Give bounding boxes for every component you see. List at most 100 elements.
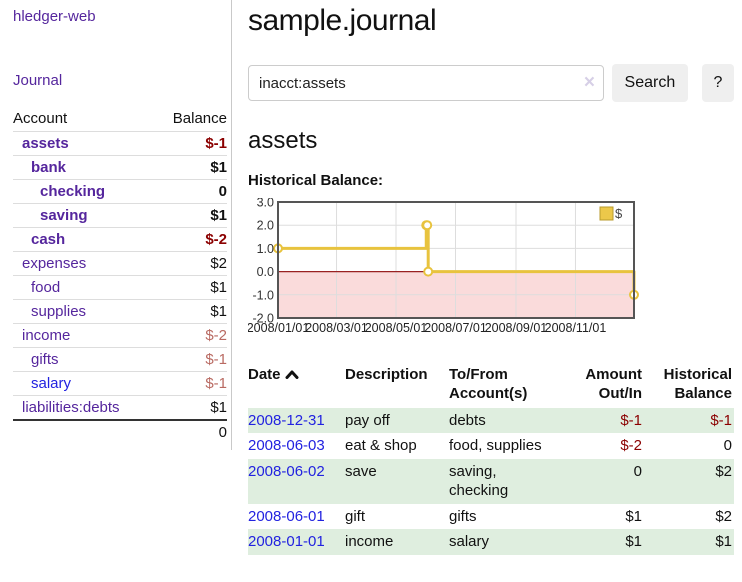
account-row: expenses $2 (13, 251, 227, 276)
transaction-balance: $1 (644, 529, 734, 555)
accounts-table: Account Balance assets $-1 bank $1 checking 0… (13, 107, 227, 444)
balance-chart-svg: $3.0 2.0 1.0 0.0 -1.0 -2.02008/01/012008/03/0… (247, 196, 639, 335)
x-axis-tick-label: 2008/05/01 (365, 321, 428, 335)
transaction-date-link[interactable]: 2008-12-31 (248, 411, 325, 429)
transaction-amount: $-1 (571, 407, 644, 433)
transaction-accounts: salary (449, 529, 571, 555)
account-section-title: assets (248, 127, 318, 154)
register-row: 2008-12-31 pay off debts $-1 $-1 (248, 407, 734, 433)
page-title: sample.journal (248, 4, 437, 37)
account-link-bank[interactable]: bank (31, 159, 67, 176)
balance-chart: $3.0 2.0 1.0 0.0 -1.0 -2.0 2008/01/01 2008/03/0… (247, 196, 734, 343)
accounts-total-spacer (13, 419, 155, 444)
account-link-checking[interactable]: checking (40, 183, 106, 200)
x-axis-tick-label: 2008/11/01 (545, 321, 607, 335)
account-link-supplies[interactable]: supplies (31, 303, 87, 320)
transaction-description: income (345, 529, 449, 555)
account-balance: $-1 (154, 131, 227, 156)
clear-search-icon[interactable]: × (583, 72, 595, 93)
account-balance: $1 (154, 275, 227, 300)
plot-border (277, 201, 635, 319)
balance-column-header-main: Historical Balance (663, 366, 732, 402)
account-balance: $1 (154, 395, 227, 420)
account-link-food[interactable]: food (31, 279, 61, 296)
account-row: assets $-1 (13, 131, 227, 156)
accounts-total-value: 0 (154, 419, 227, 444)
balance-column-header: Balance (172, 110, 227, 127)
account-balance: $-2 (154, 323, 227, 348)
account-balance: $2 (154, 251, 227, 276)
transaction-date-link[interactable]: 2008-01-01 (248, 533, 325, 550)
transaction-description: eat & shop (345, 437, 417, 454)
transaction-date-link[interactable]: 2008-06-01 (248, 507, 325, 525)
account-row: salary $-1 (13, 371, 227, 396)
search-input[interactable] (248, 65, 604, 101)
account-row: liabilities:debts $1 (13, 395, 227, 420)
transaction-description: gift (345, 507, 366, 525)
account-row: saving $1 (13, 203, 227, 228)
help-button[interactable]: ? (701, 64, 734, 102)
app-title-link[interactable]: hledger-web (13, 8, 96, 25)
y-axis-tick-label: -1.0 (252, 288, 274, 302)
accounts-total-row: 0 (13, 419, 227, 444)
register-row: 2008-06-01 gift gifts $1 $2 (248, 504, 734, 530)
transaction-accounts: saving, checking (449, 458, 571, 504)
account-link-assets[interactable]: assets (22, 135, 69, 152)
legend-label: $ (615, 206, 623, 221)
account-balance: $-2 (154, 227, 227, 252)
date-column-header[interactable]: Date (248, 364, 345, 408)
chart-title: Historical Balance: (248, 172, 384, 189)
account-link-income[interactable]: income (22, 327, 71, 344)
account-link-cash[interactable]: cash (31, 231, 66, 248)
account-balance: $1 (154, 155, 227, 180)
account-balance: $-1 (154, 371, 227, 396)
x-axis-tick-label: 2008/01/01 (248, 321, 309, 335)
sidebar: hledger-web Journal Account Balance asse… (0, 0, 232, 450)
description-column-header: Description (345, 366, 428, 383)
data-point-marker (422, 220, 433, 231)
register-table: Date Description To/From Account(s) Amou… (248, 364, 734, 555)
transaction-amount: $-2 (620, 437, 642, 454)
transaction-amount: $1 (571, 529, 644, 555)
x-axis-tick-label: 2008/07/01 (424, 321, 487, 335)
account-link-saving[interactable]: saving (40, 207, 88, 224)
y-axis-tick-label: 1.0 (257, 242, 274, 256)
x-axis-tick-label: 2008/09/01 (485, 321, 548, 335)
account-row: bank $1 (13, 155, 227, 180)
y-axis-tick-label: 3.0 (257, 198, 274, 210)
transaction-balance: $2 (715, 507, 732, 525)
transaction-amount: $1 (625, 507, 642, 525)
transaction-balance: 0 (723, 437, 732, 454)
register-row: 2008-06-03 eat & shop food, supplies $-2 0 (248, 433, 734, 459)
account-row: gifts $-1 (13, 347, 227, 372)
transaction-accounts: gifts (449, 507, 477, 525)
transaction-date-link[interactable]: 2008-06-02 (248, 462, 325, 480)
account-row: checking 0 (13, 179, 227, 204)
amount-column-header: Amount Out/In (585, 366, 642, 402)
transaction-accounts: debts (449, 407, 571, 433)
legend-swatch (599, 206, 614, 221)
app-window: hledger-web Journal Account Balance asse… (0, 0, 742, 555)
account-link-salary[interactable]: salary (31, 375, 72, 392)
transaction-description: pay off (345, 407, 449, 433)
transaction-date-link[interactable]: 2008-06-03 (248, 437, 325, 454)
account-balance: $-1 (154, 347, 227, 372)
x-axis-tick-label: 2008/03/01 (305, 321, 368, 335)
account-balance: $1 (154, 299, 227, 324)
register-header-row: Date Description To/From Account(s) Amou… (248, 364, 734, 408)
y-axis-tick-label: 0.0 (257, 265, 274, 279)
account-row: food $1 (13, 275, 227, 300)
search-box: × (248, 65, 604, 101)
account-link-liabilities-debts[interactable]: liabilities:debts (22, 399, 120, 416)
transaction-description: save (345, 458, 449, 504)
sidebar-item-journal[interactable]: Journal (13, 72, 63, 89)
account-row: cash $-2 (13, 227, 227, 252)
account-link-expenses[interactable]: expenses (22, 255, 87, 272)
account-link-gifts[interactable]: gifts (31, 351, 59, 368)
main-panel: sample.journal × Search ? assets Histori… (232, 0, 742, 555)
account-row: supplies $1 (13, 299, 227, 324)
account-column-header: Account (13, 110, 68, 127)
sidebar-nav: Journal (13, 72, 227, 90)
account-balance: $1 (154, 203, 227, 228)
search-button[interactable]: Search (612, 64, 688, 102)
